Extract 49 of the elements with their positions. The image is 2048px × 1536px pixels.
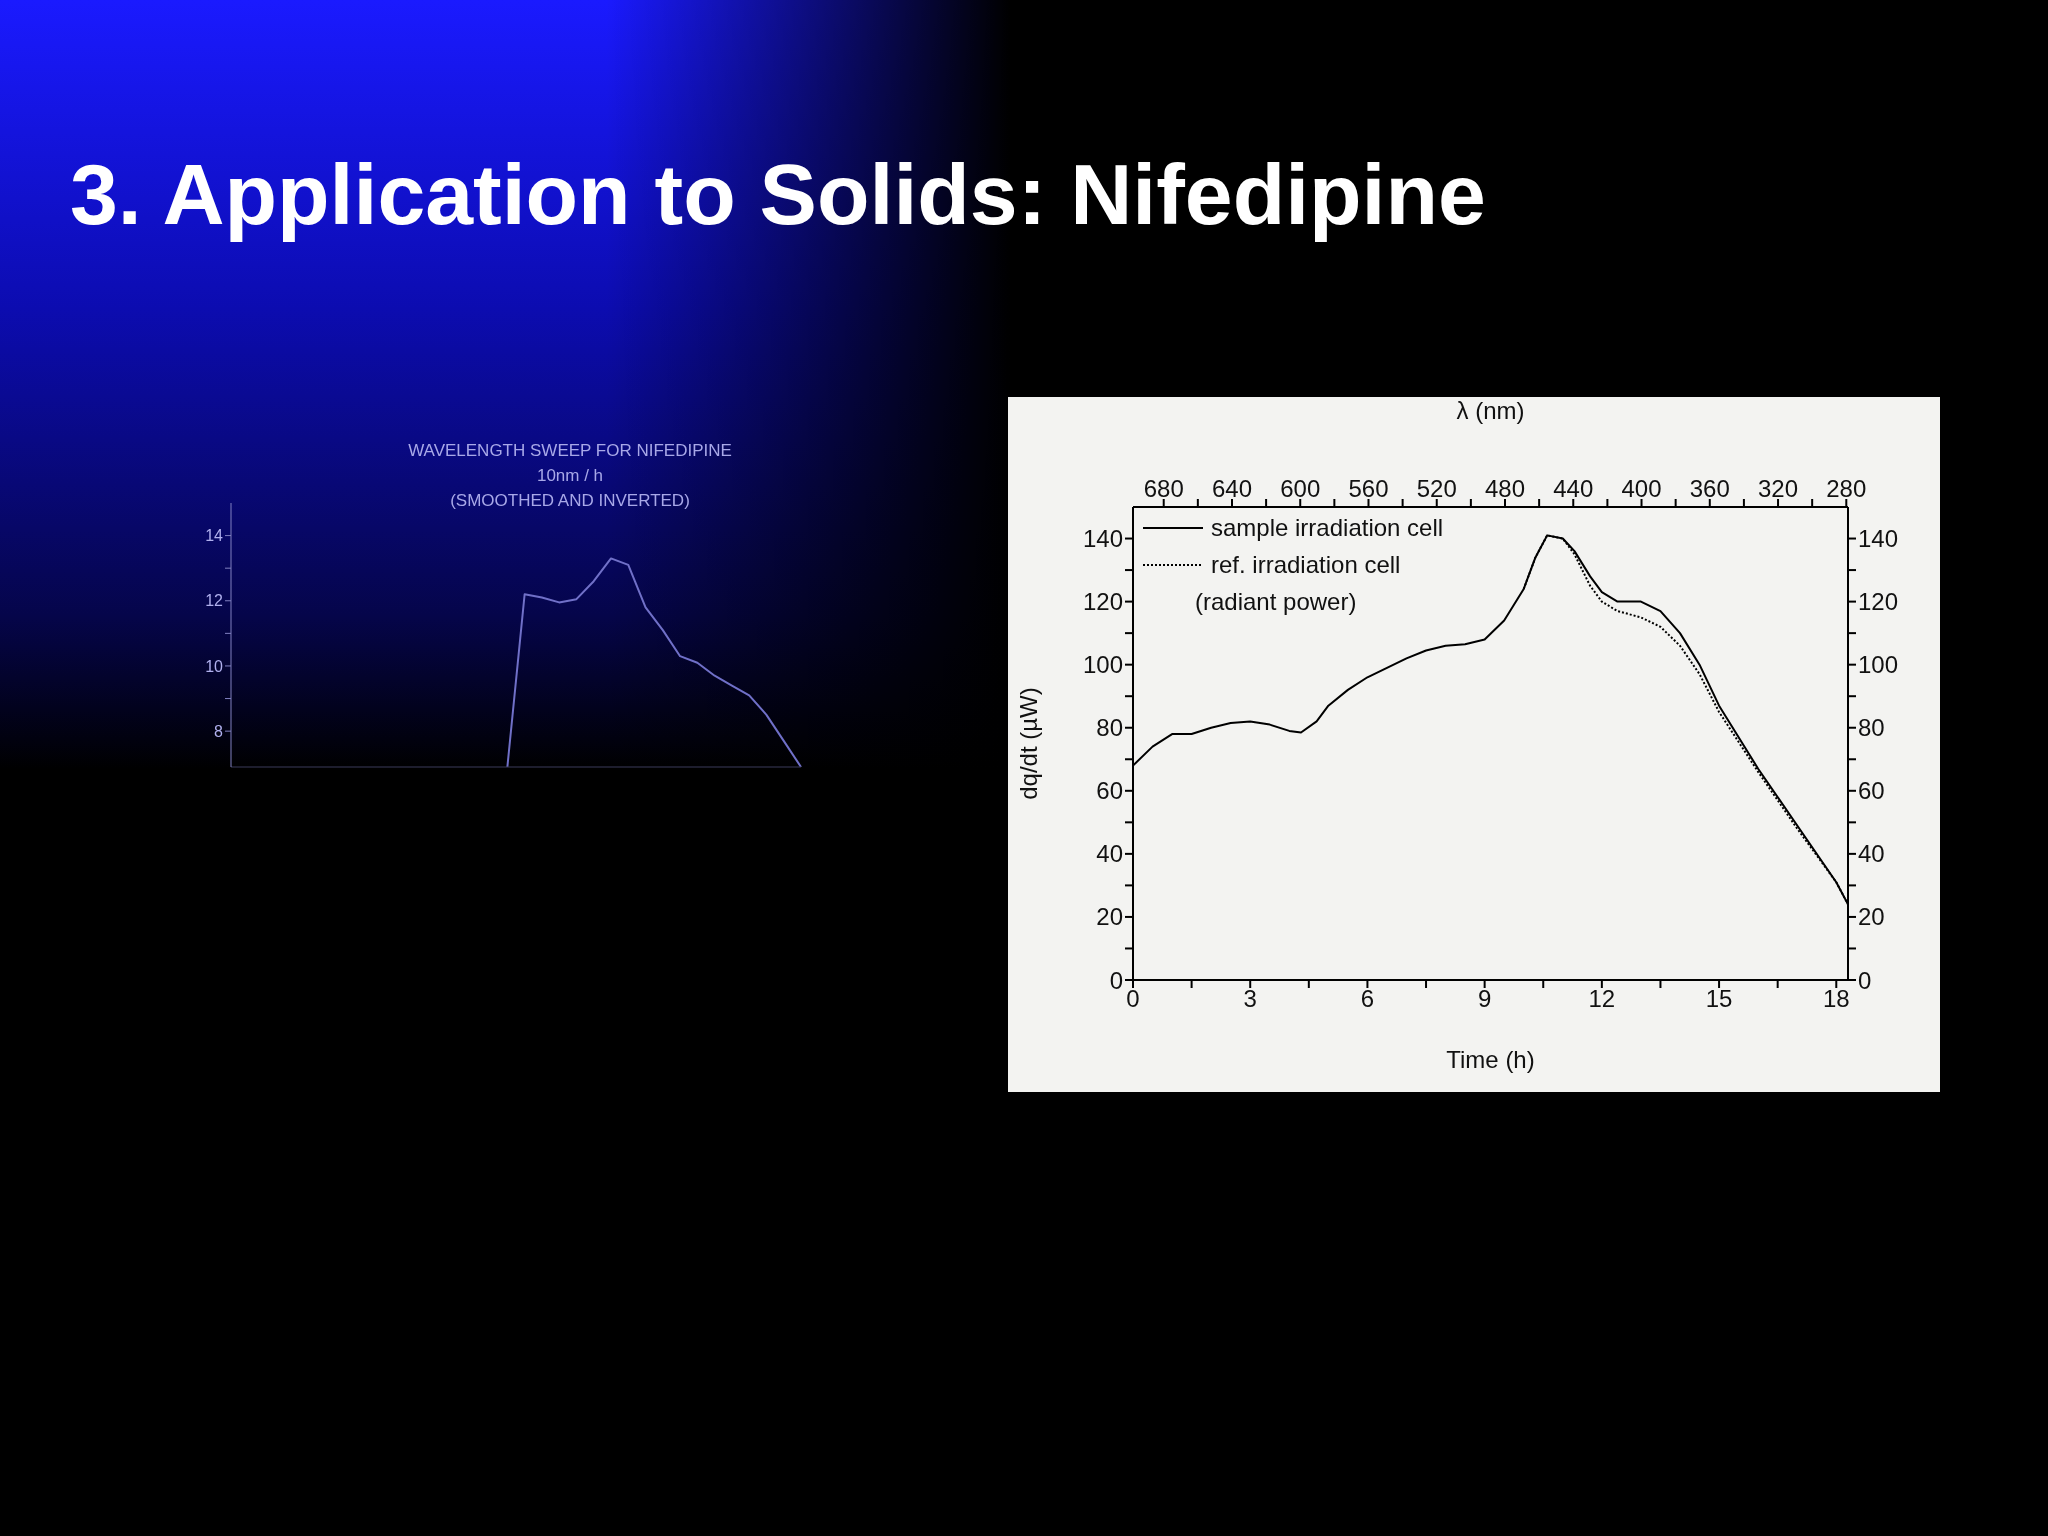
x2-axis-title: λ (nm) bbox=[1456, 397, 1525, 425]
y2-tick-label: 100 bbox=[1858, 651, 1899, 679]
y-tick-label: 140 bbox=[1082, 525, 1123, 553]
chart-title: WAVELENGTH SWEEP FOR NIFEDIPINE bbox=[407, 440, 733, 462]
x2-tick-label: 480 bbox=[1484, 475, 1526, 502]
x-tick-label: 18 bbox=[1822, 985, 1850, 1013]
line-series bbox=[506, 557, 802, 767]
x-tick-label: 12 bbox=[1588, 985, 1616, 1013]
y2-tick-label: 40 bbox=[1858, 840, 1885, 868]
chart-title: 3. Application to Solids: Nifedipine bbox=[70, 145, 1486, 244]
x-tick-label: 0 bbox=[1126, 985, 1140, 1013]
y-tick-label: 14 bbox=[205, 527, 224, 545]
legend-label: sample irradiation cell bbox=[1211, 513, 1444, 543]
y2-tick-label: 140 bbox=[1858, 525, 1899, 553]
x2-tick-label: 440 bbox=[1553, 475, 1594, 502]
y2-tick-label: 120 bbox=[1858, 588, 1899, 616]
legend-label: ref. irradiation cell bbox=[1211, 550, 1401, 580]
x-axis-title: Time (h) bbox=[1446, 1046, 1535, 1073]
x2-tick-label: 400 bbox=[1621, 475, 1662, 502]
x2-tick-label: 320 bbox=[1758, 475, 1799, 502]
x2-tick-label: 560 bbox=[1348, 475, 1389, 502]
chart-subtitle: 10nm / h bbox=[535, 465, 605, 487]
x2-tick-label: 520 bbox=[1416, 475, 1457, 502]
x-tick-label: 3 bbox=[1243, 985, 1257, 1013]
x2-tick-label: 360 bbox=[1689, 475, 1730, 502]
x2-tick-label: 680 bbox=[1143, 475, 1184, 502]
y2-tick-label: 20 bbox=[1858, 903, 1885, 931]
y2-tick-label: 60 bbox=[1858, 777, 1885, 805]
annotation: (SMOOTHED AND INVERTED) bbox=[449, 490, 691, 512]
annotation: (radiant power) bbox=[1194, 587, 1358, 617]
x2-tick-label: 600 bbox=[1280, 475, 1321, 502]
x2-tick-label: 640 bbox=[1211, 475, 1252, 502]
y-tick-label: 60 bbox=[1096, 777, 1123, 805]
y-tick-label: 20 bbox=[1096, 903, 1123, 931]
x-tick-label: 15 bbox=[1705, 985, 1733, 1013]
y2-tick-label: 80 bbox=[1858, 714, 1885, 742]
y-tick-label: 12 bbox=[205, 592, 224, 610]
y-tick-label: 0 bbox=[1109, 966, 1123, 994]
y-tick-label: 10 bbox=[205, 657, 224, 675]
y-tick-label: 40 bbox=[1096, 840, 1123, 868]
x-tick-label: 6 bbox=[1360, 985, 1375, 1013]
y-tick-label: 8 bbox=[214, 722, 224, 740]
x-tick-label: 9 bbox=[1477, 985, 1492, 1013]
y-tick-label: 80 bbox=[1096, 714, 1123, 742]
y2-tick-label: 0 bbox=[1858, 966, 1872, 994]
x2-tick-label: 280 bbox=[1826, 475, 1867, 502]
y-tick-label: 120 bbox=[1082, 588, 1123, 616]
y-tick-label: 100 bbox=[1082, 651, 1123, 679]
y-axis-title: dq/dt (µW) bbox=[1014, 687, 1042, 800]
